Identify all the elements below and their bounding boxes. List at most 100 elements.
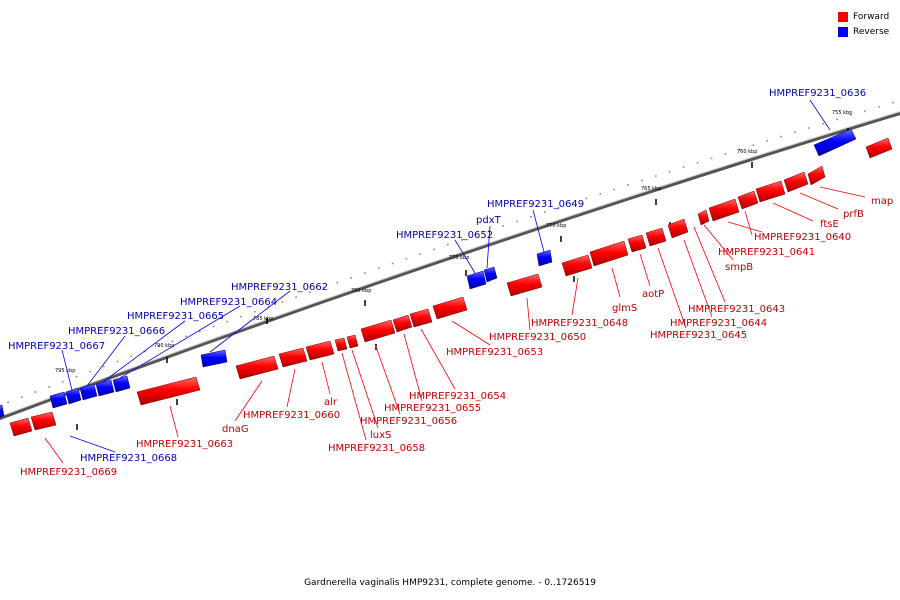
gene-label-HMPREF9231_0660[interactable]: HMPREF9231_0660 bbox=[243, 410, 340, 421]
gene-reverse[interactable] bbox=[0, 404, 5, 418]
legend-item-reverse[interactable]: Reverse bbox=[838, 24, 889, 39]
gene-label-HMPREF9231_0648[interactable]: HMPREF9231_0648 bbox=[531, 318, 628, 329]
gene-label-prfB[interactable]: prfB bbox=[843, 209, 864, 220]
gene-label-HMPREF9231_0644[interactable]: HMPREF9231_0644 bbox=[670, 318, 767, 329]
gene-label-HMPREF9231_0654[interactable]: HMPREF9231_0654 bbox=[409, 391, 506, 402]
gene-forward[interactable] bbox=[667, 218, 689, 239]
gene-label-HMPREF9231_0652[interactable]: HMPREF9231_0652 bbox=[396, 230, 493, 241]
gene-forward[interactable] bbox=[136, 376, 201, 406]
gene-forward[interactable] bbox=[9, 417, 33, 437]
leader-line bbox=[351, 349, 379, 429]
gene-forward[interactable] bbox=[409, 308, 433, 328]
genome-backbone-highlight bbox=[0, 110, 900, 418]
gene-label-dnaG[interactable]: dnaG bbox=[222, 424, 249, 435]
gene-forward[interactable] bbox=[561, 254, 593, 277]
gene-label-HMPREF9231_0662[interactable]: HMPREF9231_0662 bbox=[231, 282, 328, 293]
gene-reverse[interactable] bbox=[813, 128, 857, 157]
gene-label-HMPREF9231_0653[interactable]: HMPREF9231_0653 bbox=[446, 347, 543, 358]
leader-line bbox=[532, 209, 545, 253]
reverse-leaders bbox=[61, 99, 831, 453]
forward-leaders bbox=[44, 186, 866, 464]
gene-label-aotP[interactable]: aotP bbox=[642, 289, 664, 300]
legend-item-forward[interactable]: Forward bbox=[838, 9, 889, 24]
tick-label: 765 kbp bbox=[641, 186, 661, 192]
gene-forward[interactable] bbox=[807, 165, 826, 186]
gene-label-map[interactable]: map bbox=[871, 196, 893, 207]
genome-backbone bbox=[0, 111, 900, 421]
legend: Forward Reverse bbox=[838, 9, 889, 39]
gene-forward[interactable] bbox=[278, 347, 308, 368]
gene-forward[interactable] bbox=[305, 340, 335, 361]
gene-reverse[interactable] bbox=[95, 379, 115, 397]
gene-label-HMPREF9231_0669[interactable]: HMPREF9231_0669 bbox=[20, 467, 117, 478]
leader-line bbox=[657, 247, 687, 329]
gene-forward[interactable] bbox=[755, 180, 786, 203]
gene-forward[interactable] bbox=[645, 227, 667, 247]
gene-label-HMPREF9231_0664[interactable]: HMPREF9231_0664 bbox=[180, 297, 277, 308]
gene-label-HMPREF9231_0665[interactable]: HMPREF9231_0665 bbox=[127, 311, 224, 322]
gene-forward[interactable] bbox=[783, 171, 809, 193]
leader-line bbox=[683, 239, 713, 318]
gene-reverse[interactable] bbox=[65, 387, 82, 405]
tick-label: 780 kbp bbox=[351, 288, 371, 294]
leader-line bbox=[286, 368, 296, 408]
gene-reverse[interactable] bbox=[483, 266, 498, 283]
gene-label-HMPREF9231_0666[interactable]: HMPREF9231_0666 bbox=[68, 326, 165, 337]
gene-forward[interactable] bbox=[506, 273, 543, 297]
gene-label-HMPREF9231_0655[interactable]: HMPREF9231_0655 bbox=[384, 403, 481, 414]
gene-forward[interactable] bbox=[432, 296, 468, 320]
leader-line bbox=[571, 277, 579, 316]
gene-label-pdxT[interactable]: pdxT bbox=[476, 215, 502, 226]
leader-line bbox=[693, 226, 726, 303]
gene-forward[interactable] bbox=[392, 314, 413, 333]
gene-forward[interactable] bbox=[708, 198, 740, 222]
reverse-genes bbox=[0, 128, 857, 418]
gene-forward[interactable] bbox=[865, 137, 893, 159]
gene-forward[interactable] bbox=[334, 337, 348, 352]
leader-line bbox=[209, 290, 291, 353]
gene-forward[interactable] bbox=[346, 334, 359, 349]
gene-forward[interactable] bbox=[627, 234, 647, 253]
gene-forward[interactable] bbox=[697, 209, 710, 226]
gene-label-HMPREF9231_0640[interactable]: HMPREF9231_0640 bbox=[754, 232, 851, 243]
gene-forward[interactable] bbox=[589, 240, 629, 267]
leader-line bbox=[321, 361, 331, 395]
gene-forward[interactable] bbox=[737, 190, 759, 210]
gene-label-HMPREF9231_0663[interactable]: HMPREF9231_0663 bbox=[136, 439, 233, 450]
leader-line bbox=[744, 210, 753, 236]
gene-label-HMPREF9231_0649[interactable]: HMPREF9231_0649 bbox=[487, 199, 584, 210]
reverse-swatch bbox=[838, 26, 848, 37]
gene-forward[interactable] bbox=[30, 411, 57, 431]
leader-line bbox=[809, 99, 831, 131]
map-caption: Gardnerella vaginalis HMP9231, complete … bbox=[304, 578, 596, 588]
legend-reverse-label: Reverse bbox=[853, 26, 890, 37]
gene-reverse[interactable] bbox=[536, 249, 553, 267]
gene-label-HMPREF9231_0636[interactable]: HMPREF9231_0636 bbox=[769, 88, 866, 99]
gene-forward[interactable] bbox=[360, 319, 396, 343]
gene-label-HMPREF9231_0658[interactable]: HMPREF9231_0658 bbox=[328, 443, 425, 454]
gene-label-HMPREF9231_0645[interactable]: HMPREF9231_0645 bbox=[650, 330, 747, 341]
gene-label-HMPREF9231_0668[interactable]: HMPREF9231_0668 bbox=[80, 453, 177, 464]
gene-label-HMPREF9231_0643[interactable]: HMPREF9231_0643 bbox=[688, 304, 785, 315]
gene-label-HMPREF9231_0656[interactable]: HMPREF9231_0656 bbox=[360, 416, 457, 427]
gene-label-smpB[interactable]: smpB bbox=[725, 262, 753, 273]
leader-line bbox=[451, 320, 491, 346]
gene-label-luxS[interactable]: luxS bbox=[370, 430, 391, 441]
gene-label-HMPREF9231_0641[interactable]: HMPREF9231_0641 bbox=[718, 247, 815, 258]
leader-line bbox=[819, 186, 866, 198]
gene-reverse[interactable] bbox=[200, 349, 228, 368]
gene-label-HMPREF9231_0650[interactable]: HMPREF9231_0650 bbox=[489, 332, 586, 343]
gene-reverse[interactable] bbox=[49, 391, 68, 409]
gene-reverse[interactable] bbox=[112, 375, 131, 393]
tick-label: 790 kbp bbox=[154, 343, 174, 349]
gene-label-HMPREF9231_0667[interactable]: HMPREF9231_0667 bbox=[8, 341, 105, 352]
leader-line bbox=[772, 202, 814, 222]
leader-line bbox=[639, 253, 651, 287]
gene-forward[interactable] bbox=[235, 355, 279, 380]
gene-label-alr[interactable]: alr bbox=[324, 397, 338, 408]
leader-line bbox=[169, 405, 179, 438]
gene-reverse[interactable] bbox=[466, 270, 487, 290]
gene-reverse[interactable] bbox=[79, 383, 98, 401]
gene-label-ftsE[interactable]: ftsE bbox=[820, 219, 839, 230]
gene-label-glmS[interactable]: glmS bbox=[612, 303, 637, 314]
